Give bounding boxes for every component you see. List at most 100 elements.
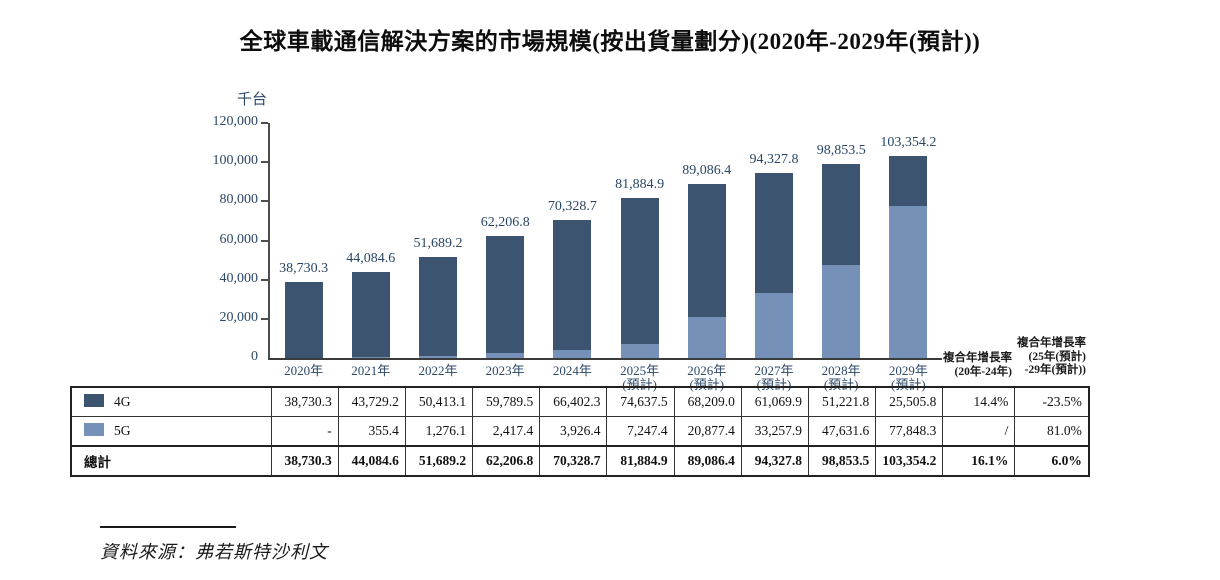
bar-2026年 <box>687 183 726 358</box>
bar-segment-4G <box>351 271 390 358</box>
y-tick-mark <box>261 200 268 203</box>
table-cell: 66,402.3 <box>539 386 608 417</box>
y-tick-mark <box>261 317 268 320</box>
x-axis-label: 2023年 <box>472 364 539 378</box>
table-cell: 33,257.9 <box>740 416 810 447</box>
x-label-year: 2025年 <box>620 363 660 378</box>
table-cell: 50,413.1 <box>404 386 474 417</box>
x-axis-label: 2020年 <box>270 364 337 378</box>
bar-segment-5G <box>553 350 592 358</box>
table-cell: 81.0% <box>1014 416 1090 447</box>
bar-2020年 <box>284 282 323 358</box>
table-cell: 81,884.9 <box>606 445 675 477</box>
bar-total-label: 89,086.4 <box>682 162 732 178</box>
bar-segment-4G <box>486 236 525 354</box>
bar-segment-4G <box>553 220 592 351</box>
table-cell: 2,417.4 <box>472 416 541 447</box>
x-label-year: 2029年 <box>888 363 928 378</box>
bar-2022年 <box>419 256 457 358</box>
bar-2021年 <box>351 271 390 358</box>
cagr1-line1: 複合年增長率 <box>943 352 1012 364</box>
table-cell: 38,730.3 <box>270 386 339 417</box>
table-cell: / <box>942 416 1016 447</box>
x-axis-label: 2024年 <box>539 364 606 378</box>
table-cell: 25,505.8 <box>875 386 944 417</box>
bar-segment-4G <box>419 256 457 356</box>
x-label-year: 2026年 <box>687 363 727 378</box>
bar-total-label: 94,327.8 <box>749 152 799 168</box>
data-table: 4G 38,730.3 43,729.2 50,413.1 59,789.5 66,402… <box>70 386 1090 477</box>
y-tick-label: 100,000 <box>212 153 259 169</box>
cagr2-line1: 複合年增長率 <box>1017 337 1086 349</box>
legend-label: 總計 <box>84 455 111 470</box>
table-row-5G: 5G -355.4 1,276.1 2,417.4 3,926.4 7,247.4 20,8… <box>70 416 1090 447</box>
x-axis-label: 2021年 <box>337 364 404 378</box>
x-label-year: 2020年 <box>284 363 324 378</box>
x-axis-label: 2022年 <box>404 364 471 378</box>
cagr2-line2: (25年(預計) <box>1028 350 1087 363</box>
table-cell: 47,631.6 <box>807 416 877 447</box>
y-tick-label: 20,000 <box>219 309 259 325</box>
bar-2027年 <box>755 173 793 358</box>
cagr1-line2: (20年-24年) <box>954 365 1013 378</box>
table-cell: -23.5% <box>1014 386 1090 417</box>
table-cell: 61,069.9 <box>740 386 810 417</box>
y-tick-mark <box>261 278 268 281</box>
y-tick-mark <box>261 161 268 164</box>
bar-segment-4G <box>755 173 793 293</box>
bar-chart-plot: 38,730.3 2020年 44,084.6 2021年 51,689.2 2022年 6… <box>268 123 942 392</box>
table-cell: 51,221.8 <box>807 386 877 417</box>
bar-total-label: 81,884.9 <box>615 176 665 192</box>
bar-2025年 <box>620 197 659 358</box>
table-cell: 1,276.1 <box>404 416 474 447</box>
x-label-year: 2022年 <box>418 363 458 378</box>
bar-total-label: 51,689.2 <box>413 235 463 251</box>
table-cell: 103,354.2 <box>875 445 944 477</box>
chart-title: 全球車載通信解決方案的市場規模(按出貨量劃分)(2020年-2029年(預計)) <box>239 29 981 54</box>
bar-2024年 <box>553 220 592 358</box>
y-tick-mark <box>261 239 268 242</box>
x-label-year: 2027年 <box>754 363 794 378</box>
legend-cell: 總計 <box>70 445 272 477</box>
bar-2028年 <box>822 164 861 358</box>
bar-total-label: 103,354.2 <box>880 134 937 150</box>
bar-segment-4G <box>620 197 659 344</box>
table-cell: 43,729.2 <box>337 386 406 417</box>
table-cell: 59,789.5 <box>472 386 541 417</box>
bar-segment-5G <box>419 355 457 358</box>
legend-cell: 4G <box>70 386 272 417</box>
legend-label: 4G <box>114 394 131 409</box>
table-cell: 89,086.4 <box>673 445 742 477</box>
table-cell: - <box>270 416 339 447</box>
table-cell: 70,328.7 <box>539 445 608 477</box>
x-label-year: 2028年 <box>821 363 861 378</box>
y-tick-label: 120,000 <box>212 114 259 129</box>
bar-total-label: 38,730.3 <box>279 261 329 277</box>
legend-cell: 5G <box>70 416 272 447</box>
bar-total-label: 98,853.5 <box>816 143 866 159</box>
table-row-4G: 4G 38,730.3 43,729.2 50,413.1 59,789.5 66,402… <box>70 386 1090 417</box>
source-divider <box>100 526 236 528</box>
table-cell: 6.0% <box>1014 445 1090 477</box>
x-label-year: 2024年 <box>552 363 592 378</box>
bar-segment-5G <box>889 205 928 358</box>
table-cell: 3,926.4 <box>539 416 608 447</box>
bar-segment-4G <box>284 282 323 358</box>
table-cell: 7,247.4 <box>606 416 675 447</box>
cagr-header-2025-2029: 複合年增長率 (25年(預計) -29年(預計)) <box>936 337 1086 378</box>
y-tick-label: 0 <box>251 349 258 364</box>
cagr2-line3: -29年(預計)) <box>1024 364 1086 376</box>
bar-segment-5G <box>351 357 390 358</box>
table-cell: 14.4% <box>942 386 1016 417</box>
bar-segment-5G <box>822 264 861 358</box>
table-cell: 98,853.5 <box>807 445 877 477</box>
legend-swatch-4G <box>84 394 104 407</box>
table-cell: 77,848.3 <box>875 416 944 447</box>
bar-segment-5G <box>486 353 525 358</box>
y-tick-mark <box>261 122 268 124</box>
bar-segment-4G <box>687 183 726 318</box>
x-label-year: 2021年 <box>351 363 391 378</box>
bar-total-label: 62,206.8 <box>480 215 530 231</box>
table-row-總計: 總計 38,730.3 44,084.6 51,689.2 62,206.8 70,328… <box>70 445 1090 477</box>
bar-segment-4G <box>889 155 928 206</box>
